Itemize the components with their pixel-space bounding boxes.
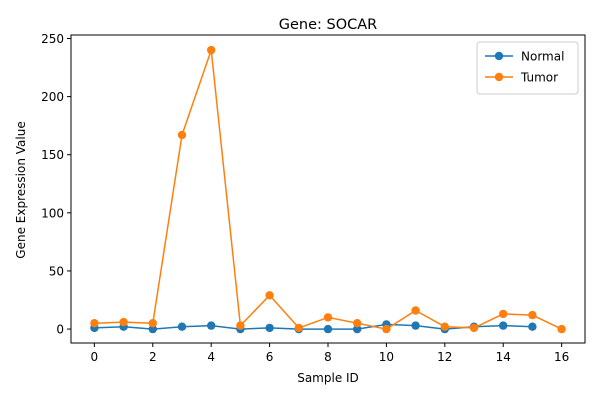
data-point-tumor <box>90 319 99 328</box>
x-tick-label: 14 <box>496 350 511 364</box>
x-tick-label: 8 <box>324 350 332 364</box>
x-axis-title: Sample ID <box>297 371 359 385</box>
data-point-tumor <box>207 45 216 55</box>
data-point-normal <box>411 321 420 330</box>
x-tick-label: 4 <box>207 350 215 364</box>
data-point-tumor <box>353 319 362 328</box>
x-tick-label: 0 <box>91 350 99 364</box>
y-tick-label: 200 <box>41 90 64 104</box>
data-point-tumor <box>382 324 391 334</box>
data-point-normal <box>528 322 537 331</box>
data-point-tumor <box>440 322 449 331</box>
y-tick-label: 50 <box>49 264 64 278</box>
y-axis-title: Gene Expression Value <box>14 121 28 258</box>
data-point-normal <box>177 322 187 331</box>
y-tick-label: 0 <box>56 323 64 337</box>
data-point-tumor <box>148 319 157 328</box>
data-point-tumor <box>469 323 479 333</box>
x-tick-label: 12 <box>437 350 452 364</box>
x-tick-label: 16 <box>554 350 569 364</box>
data-point-tumor <box>528 310 537 320</box>
data-point-tumor <box>499 309 508 319</box>
data-point-tumor <box>323 313 333 322</box>
data-point-tumor <box>411 306 420 315</box>
x-tick-label: 10 <box>379 350 394 364</box>
data-point-tumor <box>265 291 274 300</box>
y-tick-label: 150 <box>41 148 64 162</box>
data-point-normal <box>148 324 157 334</box>
y-tick-label: 250 <box>41 32 64 46</box>
chart-title: Gene: SOCAR <box>279 17 378 33</box>
data-point-tumor <box>177 130 187 140</box>
legend-marker-tumor <box>494 72 504 82</box>
data-point-normal <box>353 324 362 334</box>
data-point-normal <box>207 321 216 330</box>
data-point-tumor <box>119 317 128 327</box>
data-point-tumor <box>236 321 245 330</box>
x-tick-label: 2 <box>149 350 157 364</box>
series-line-normal <box>94 323 533 330</box>
legend-marker-normal <box>494 51 504 61</box>
data-point-tumor <box>557 324 566 334</box>
data-point-normal <box>323 324 333 334</box>
plot-area: 0 2 4 6 8 10 12 14 16 0 50 100 150 200 250 Normal Tumor <box>41 32 586 364</box>
data-point-normal <box>265 323 274 333</box>
x-tick-label: 6 <box>266 350 274 364</box>
legend-label-tumor: Tumor <box>520 71 558 85</box>
data-point-tumor <box>294 323 303 333</box>
data-point-normal <box>499 321 508 330</box>
y-tick-label: 100 <box>41 206 64 220</box>
legend-label-normal: Normal <box>521 50 564 64</box>
